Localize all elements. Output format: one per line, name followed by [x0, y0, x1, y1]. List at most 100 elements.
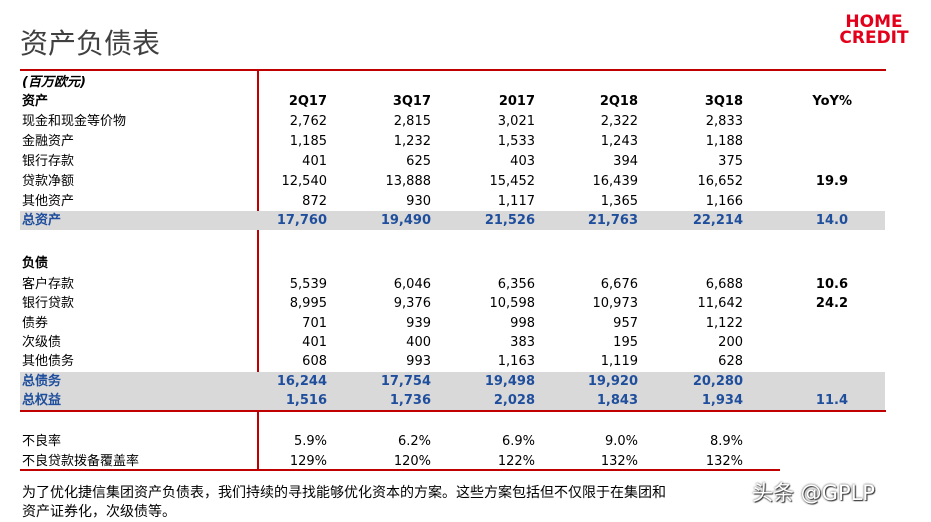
cell: 1,163	[497, 354, 535, 369]
yoy-cell: 10.6	[815, 277, 848, 292]
total-band	[20, 391, 885, 410]
row-label: 其他资产	[22, 194, 75, 209]
cell: 120%	[393, 454, 431, 469]
cell: 1,117	[497, 194, 535, 209]
logo-line: CREDIT	[839, 28, 909, 48]
cell: 12,540	[281, 174, 328, 189]
cell: 1,243	[600, 134, 638, 149]
cell: 1,843	[596, 393, 638, 408]
cell: 1,122	[705, 316, 743, 331]
row-label: 贷款净额	[22, 174, 75, 189]
cell: 10,973	[592, 296, 639, 311]
rule	[20, 469, 780, 471]
column-header: 3Q17	[392, 94, 431, 109]
cell: 6,046	[393, 277, 431, 292]
logo-line: HOME	[845, 12, 903, 32]
row-label: 不良率	[22, 434, 62, 449]
rule	[20, 69, 886, 71]
section-title: 负债	[22, 256, 49, 271]
cell: 998	[510, 316, 535, 331]
column-header: 2Q17	[288, 94, 327, 109]
cell: 1,166	[705, 194, 743, 209]
cell: 1,516	[285, 393, 327, 408]
row-label: 银行存款	[22, 154, 75, 169]
cell: 9,376	[393, 296, 431, 311]
cell: 9.0%	[604, 434, 638, 449]
cell: 993	[406, 354, 431, 369]
yoy-cell: 11.4	[815, 393, 848, 408]
cell: 939	[406, 316, 431, 331]
footer-line: 为了优化捷信集团资产负债表，我们持续的寻找能够优化资本的方案。这些方案包括但不仅…	[22, 485, 666, 501]
cell: 129%	[289, 454, 327, 469]
row-label: 不良贷款拨备覆盖率	[22, 454, 140, 469]
cell: 957	[613, 316, 638, 331]
cell: 2,815	[393, 114, 431, 129]
cell: 19,490	[380, 213, 431, 228]
cell: 1,232	[393, 134, 431, 149]
cell: 1,736	[389, 393, 431, 408]
cell: 21,763	[587, 213, 638, 228]
column-header: 2Q18	[599, 94, 638, 109]
cell: 132%	[705, 454, 743, 469]
cell: 200	[718, 335, 743, 350]
row-label: 银行贷款	[22, 296, 75, 311]
column-header: 2017	[498, 94, 535, 109]
cell: 19,498	[484, 374, 535, 389]
cell: 2,322	[600, 114, 638, 129]
cell: 1,119	[600, 354, 638, 369]
cell: 872	[302, 194, 327, 209]
cell: 21,526	[484, 213, 535, 228]
column-header: 3Q18	[704, 94, 743, 109]
cell: 394	[613, 154, 638, 169]
cell: 8,995	[289, 296, 327, 311]
cell: 1,185	[289, 134, 327, 149]
cell: 16,244	[276, 374, 327, 389]
watermark: 头条 @GPLP	[752, 481, 875, 505]
cell: 6.2%	[397, 434, 431, 449]
row-label: 现金和现金等价物	[22, 114, 127, 129]
yoy-cell: 24.2	[815, 296, 848, 311]
total-band	[20, 372, 885, 391]
cell: 1,533	[497, 134, 535, 149]
cell: 1,188	[705, 134, 743, 149]
cell: 8.9%	[709, 434, 743, 449]
unit: (百万欧元)	[22, 75, 86, 90]
row-label: 债券	[22, 316, 49, 331]
cell: 5.9%	[293, 434, 327, 449]
cell: 6.9%	[501, 434, 535, 449]
cell: 930	[406, 194, 431, 209]
cell: 608	[302, 354, 327, 369]
yoy-cell: 14.0	[815, 213, 848, 228]
cell: 19,920	[587, 374, 638, 389]
cell: 132%	[600, 454, 638, 469]
cell: 16,652	[697, 174, 744, 189]
cell: 195	[613, 335, 638, 350]
cell: 401	[302, 335, 327, 350]
cell: 22,214	[692, 213, 743, 228]
title: 资产负债表	[20, 27, 161, 60]
cell: 628	[718, 354, 743, 369]
column-header: YoY%	[812, 94, 852, 109]
row-label: 总债务	[22, 374, 62, 389]
cell: 10,598	[489, 296, 536, 311]
cell: 20,280	[692, 374, 743, 389]
cell: 6,356	[497, 277, 535, 292]
cell: 15,452	[489, 174, 536, 189]
cell: 1,365	[600, 194, 638, 209]
cell: 16,439	[592, 174, 639, 189]
section-title: 资产	[22, 94, 49, 109]
cell: 625	[406, 154, 431, 169]
cell: 2,762	[289, 114, 327, 129]
row-label: 其他债务	[22, 354, 75, 369]
cell: 5,539	[289, 277, 327, 292]
row-label: 次级债	[22, 335, 62, 350]
cell: 6,676	[600, 277, 638, 292]
total-band	[20, 211, 885, 230]
cell: 2,833	[705, 114, 743, 129]
cell: 3,021	[497, 114, 535, 129]
cell: 122%	[497, 454, 535, 469]
cell: 400	[406, 335, 431, 350]
cell: 383	[510, 335, 535, 350]
cell: 6,688	[705, 277, 743, 292]
